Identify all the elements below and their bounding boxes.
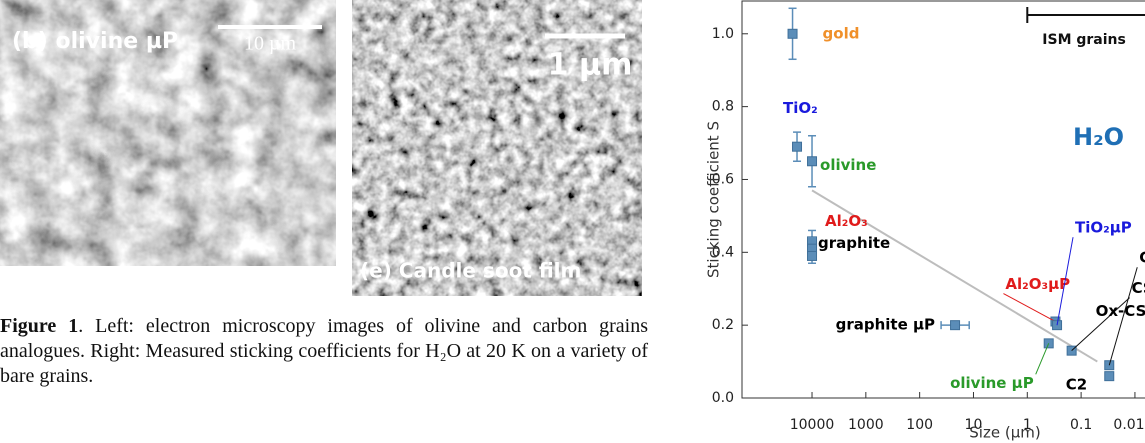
- x-axis-label: Size (µm): [969, 424, 1040, 442]
- y-tick-label: 1.0: [712, 26, 734, 42]
- point-label: graphite: [818, 234, 890, 252]
- data-point: [788, 29, 797, 38]
- y-axis-label: Sticking coefficient S: [705, 121, 723, 278]
- image-label: (e) Candle soot film: [360, 259, 581, 283]
- point-label: olivine µP: [950, 374, 1034, 392]
- point-label: Al₂O₃: [825, 212, 868, 230]
- leader-line: [1003, 294, 1055, 322]
- caption: Figure 1. Left: electron microscopy imag…: [0, 314, 648, 389]
- point-label: Ox-CS: [1096, 302, 1145, 320]
- annotation: H₂O: [1073, 123, 1124, 151]
- point-label: TiO₂: [783, 99, 818, 117]
- soot-image: [352, 0, 642, 296]
- x-tick-label: 100: [906, 417, 933, 433]
- y-tick-label: 0.0: [712, 390, 734, 406]
- y-tick-label: 0.2: [712, 317, 734, 333]
- micrographs: (b) olivine µP 10 µm 1 µm (e) Candle soo…: [0, 0, 650, 300]
- scale-label: 1 µm: [548, 48, 633, 83]
- point-label: CS,: [1132, 279, 1145, 297]
- point-label: C1: [1139, 249, 1145, 267]
- point-label: C2: [1066, 376, 1087, 394]
- scale-label: 10 µm: [244, 33, 297, 55]
- x-tick-label: 0.1: [1070, 417, 1092, 433]
- page: (b) olivine µP 10 µm 1 µm (e) Candle soo…: [0, 0, 1145, 443]
- point-label: Al₂O₃µP: [1005, 275, 1070, 293]
- data-point: [793, 142, 802, 151]
- leader-line: [1036, 343, 1049, 374]
- data-point: [1105, 372, 1114, 381]
- point-label: graphite µP: [836, 316, 935, 334]
- data-point: [808, 157, 817, 166]
- data-point: [1044, 339, 1053, 348]
- data-point: [808, 251, 817, 260]
- caption-label: Figure 1: [0, 315, 78, 337]
- x-tick-label: 10000: [790, 417, 835, 433]
- y-tick-label: 0.8: [712, 99, 734, 115]
- point-label: TiO₂µP: [1075, 219, 1132, 237]
- image-label: (b) olivine µP: [12, 29, 178, 54]
- point-label: gold: [823, 24, 860, 42]
- data-point: [951, 321, 960, 330]
- ism-label: ISM grains: [1042, 32, 1126, 48]
- x-tick-label: 1000: [848, 417, 884, 433]
- caption-text: . Left: electron microscopy images of ol…: [0, 315, 648, 387]
- x-tick-label: 0.01: [1113, 417, 1144, 433]
- point-label: olivine: [820, 156, 876, 174]
